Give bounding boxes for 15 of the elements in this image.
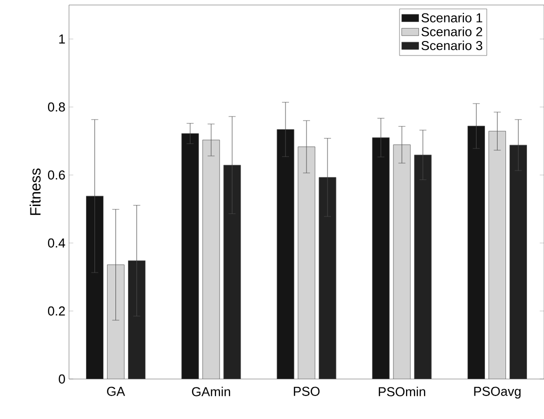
y-tick-label: 1 <box>59 34 65 44</box>
y-tick-label: 0.8 <box>48 102 65 112</box>
x-tick-label: GAmin <box>192 386 230 396</box>
y-axis-title: Fitness <box>30 168 41 215</box>
legend-label: Scenario 3 <box>422 40 482 50</box>
x-tick-label: PSOavg <box>474 386 521 399</box>
y-tick-label: 0.6 <box>48 170 65 180</box>
x-tick-label: GA <box>107 386 126 396</box>
x-tick-label: PSO <box>294 386 320 396</box>
y-tick-label: 0 <box>58 374 65 384</box>
legend-label: Scenario 1 <box>422 12 482 22</box>
y-tick-label: 0.4 <box>48 238 66 248</box>
legend-label: Scenario 2 <box>422 26 482 36</box>
x-tick-label: PSOmin <box>378 386 426 396</box>
y-tick-label: 0.2 <box>48 306 65 316</box>
